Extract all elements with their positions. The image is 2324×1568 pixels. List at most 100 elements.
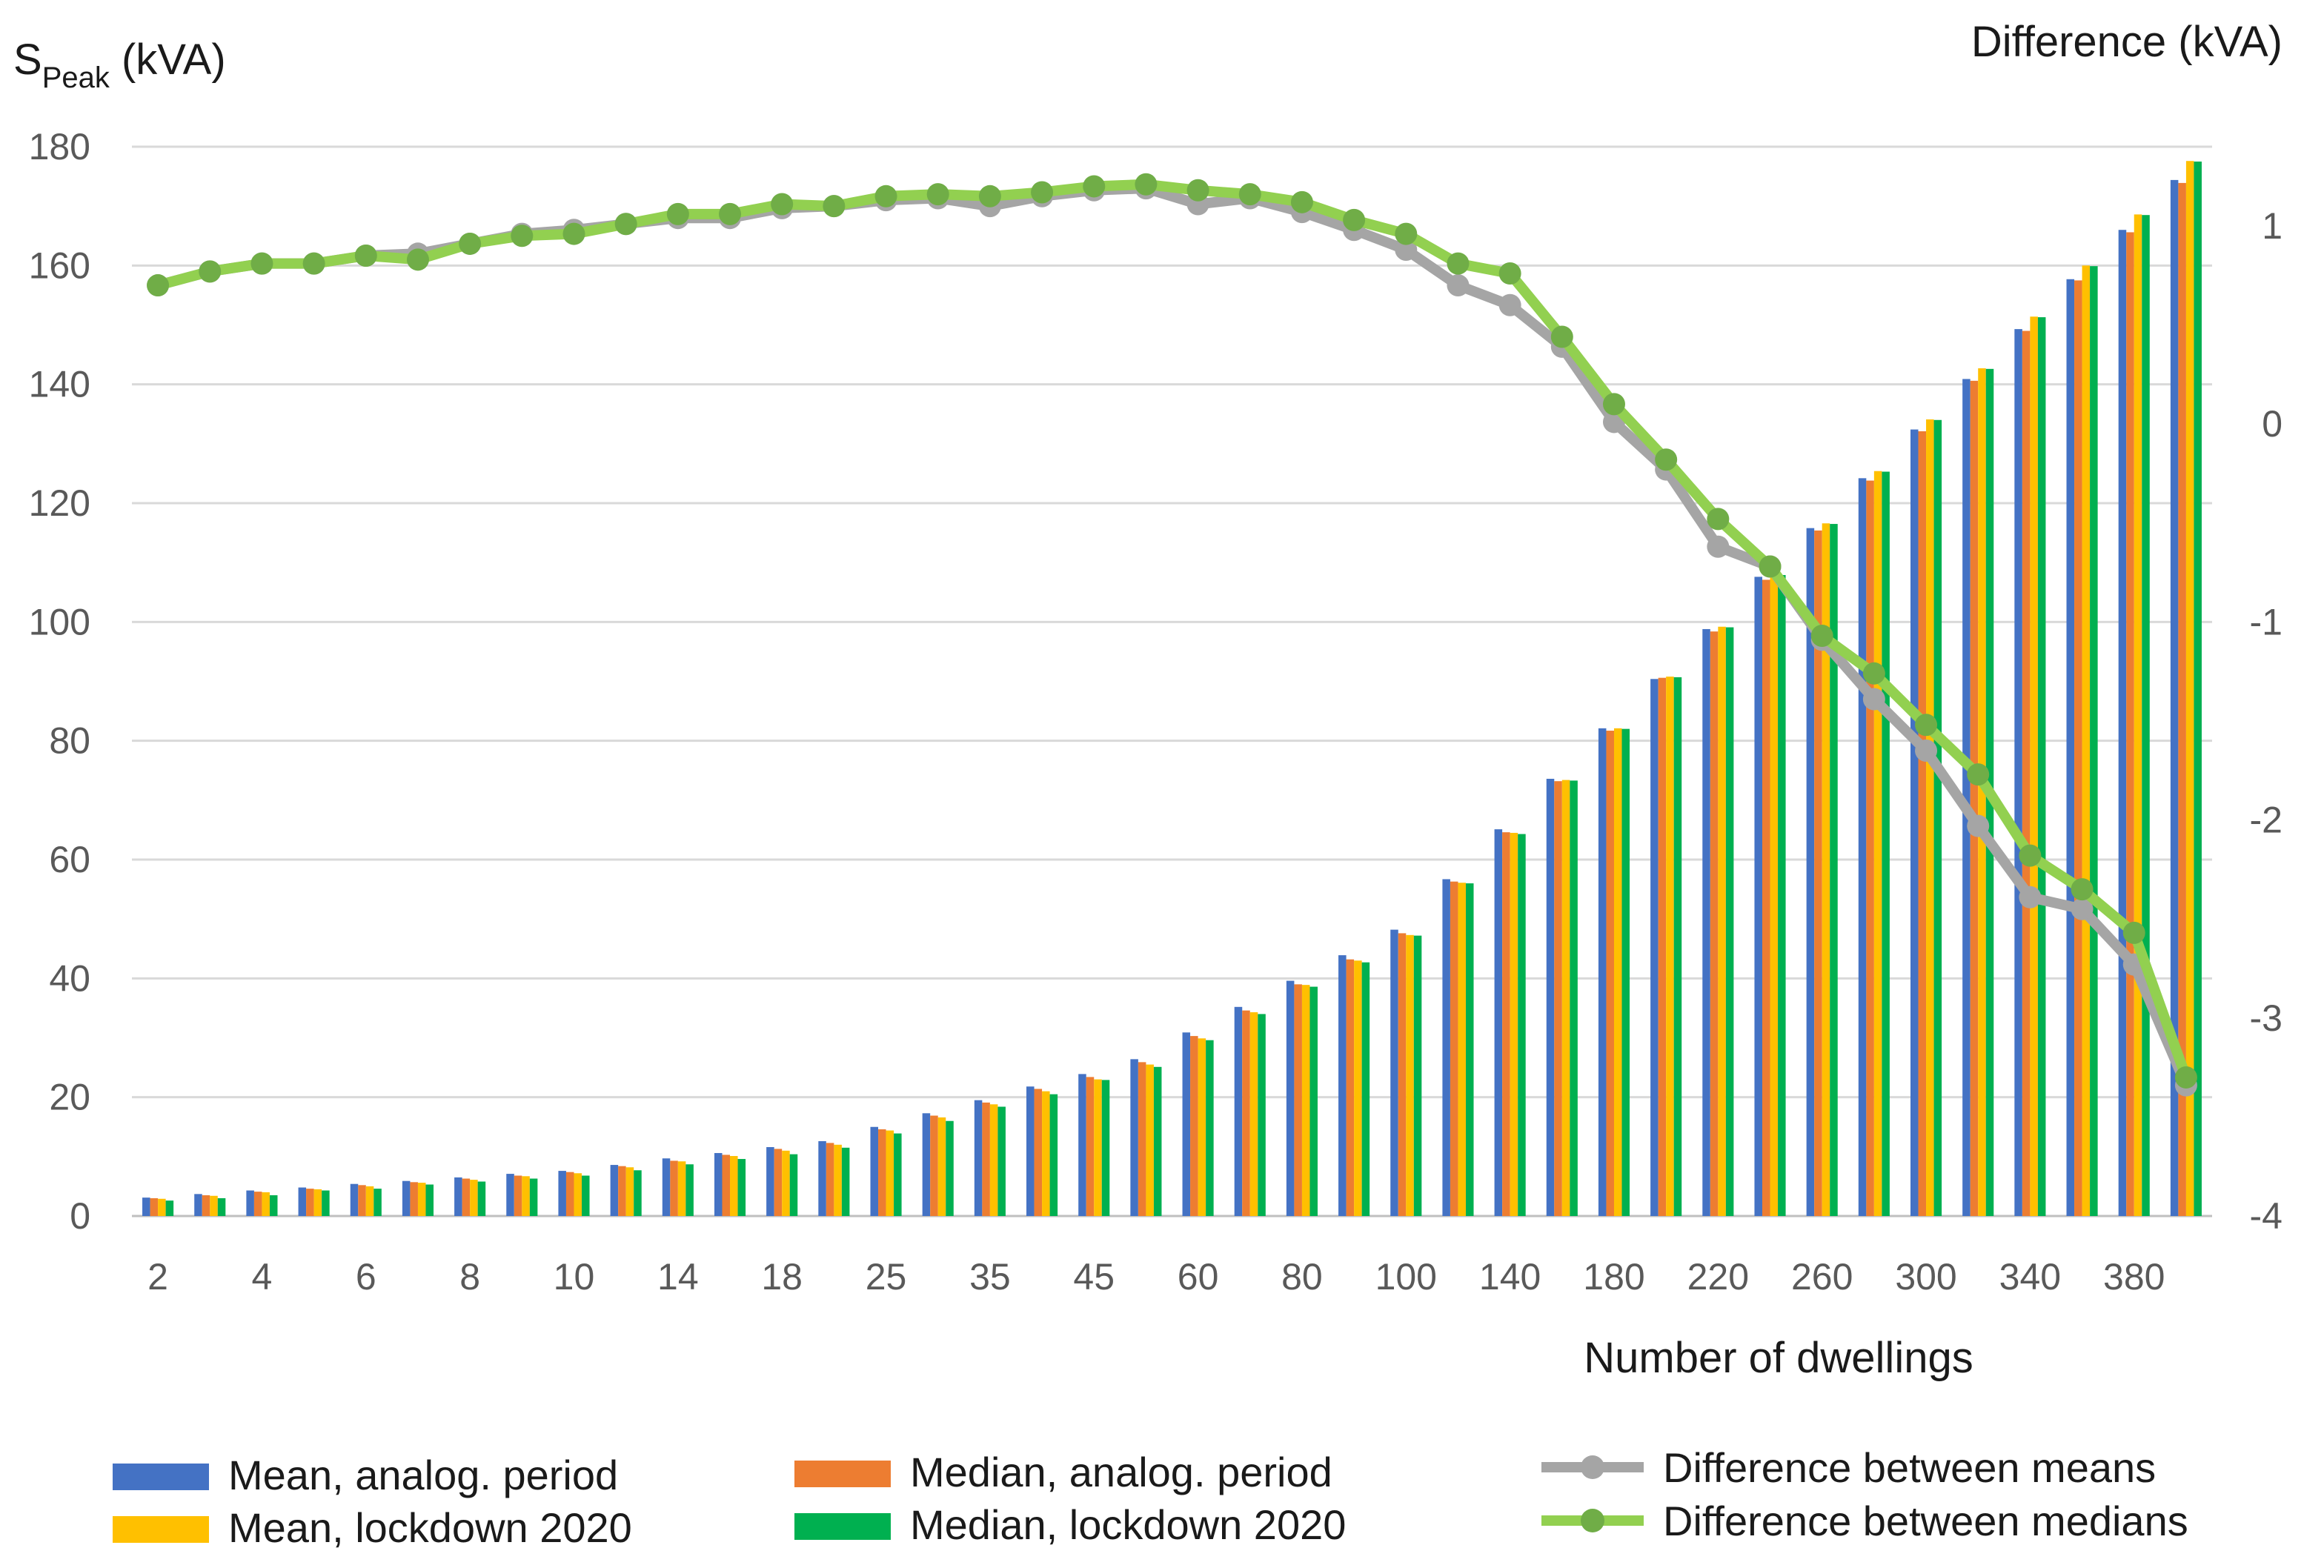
line-point <box>2174 1066 2197 1089</box>
bar <box>202 1195 210 1216</box>
line-point <box>199 260 222 283</box>
x-tick-label: 80 <box>1281 1256 1323 1298</box>
legend-label-mean-lockdown: Mean, lockdown 2020 <box>228 1504 632 1551</box>
y-left-tick-label: 80 <box>49 720 90 762</box>
y-right-tick-label: -4 <box>2250 1195 2282 1237</box>
y-left-tick-label: 20 <box>49 1077 90 1118</box>
legend-marker-means <box>1581 1455 1604 1479</box>
bar <box>2090 266 2098 1216</box>
bar <box>1725 627 1734 1216</box>
line-point <box>926 183 949 206</box>
y-left-tick-label: 180 <box>29 126 90 167</box>
bar <box>1398 933 1407 1216</box>
bar <box>298 1187 307 1216</box>
y-left-tick-label: 60 <box>49 839 90 880</box>
bar <box>558 1171 566 1216</box>
legend-label-median-analog: Median, analog. period <box>910 1449 1332 1495</box>
bar <box>1762 579 1770 1216</box>
bar <box>2170 179 2179 1217</box>
bar <box>1413 935 1422 1216</box>
line-point <box>1343 208 1366 231</box>
bar <box>1754 577 1762 1216</box>
bar <box>1570 780 1578 1216</box>
x-tick-label: 25 <box>866 1256 907 1298</box>
bar <box>322 1190 330 1216</box>
bar <box>1718 626 1726 1216</box>
legend-swatch-median-analog <box>794 1461 891 1487</box>
x-tick-label: 45 <box>1073 1256 1115 1298</box>
x-tick-label: 140 <box>1479 1256 1541 1298</box>
legend-label-median-lockdown: Median, lockdown 2020 <box>910 1501 1346 1548</box>
bar <box>662 1158 671 1216</box>
bar <box>1450 881 1458 1216</box>
line-point <box>511 225 534 248</box>
bar <box>2030 316 2038 1217</box>
bar <box>1546 778 1555 1216</box>
bar <box>1086 1077 1095 1216</box>
bar <box>158 1198 166 1216</box>
bar <box>1866 480 1874 1216</box>
bar <box>1234 1006 1243 1216</box>
line-point <box>1759 555 1782 578</box>
bar <box>253 1192 262 1216</box>
bar <box>1309 986 1318 1216</box>
bar <box>1962 379 1971 1216</box>
bar <box>1621 728 1630 1216</box>
bar <box>1650 679 1659 1216</box>
bar <box>1458 883 1466 1216</box>
bar <box>974 1100 983 1216</box>
lines <box>147 173 2197 1097</box>
bar <box>1830 524 1838 1216</box>
bar <box>714 1153 723 1216</box>
bar <box>1354 960 1362 1216</box>
y-right-tick-label: -1 <box>2250 601 2282 642</box>
x-tick-label: 18 <box>761 1256 803 1298</box>
bar <box>1882 471 1890 1216</box>
bar <box>1249 1012 1258 1216</box>
legend-label-means: Difference between means <box>1663 1444 2156 1491</box>
bar <box>313 1189 322 1216</box>
legend-swatch-mean-analog <box>113 1464 209 1490</box>
x-tick-label: 10 <box>554 1256 595 1298</box>
bar <box>1598 728 1607 1216</box>
bar <box>2066 279 2075 1216</box>
bar <box>1258 1014 1266 1216</box>
line-point <box>1967 763 1990 786</box>
bar <box>1970 380 1979 1216</box>
bar <box>514 1175 522 1216</box>
bar <box>477 1181 486 1216</box>
legend-swatch-mean-lockdown <box>113 1516 209 1543</box>
line-point <box>1031 181 1054 204</box>
bar <box>618 1166 626 1216</box>
bar <box>210 1195 218 1216</box>
bar <box>1361 962 1370 1216</box>
y-left-tick-label: 140 <box>29 364 90 405</box>
bar <box>1858 478 1867 1216</box>
bar <box>722 1155 731 1216</box>
bar <box>818 1140 826 1216</box>
right-axis-title: Difference (kVA) <box>1971 18 2282 66</box>
y-left-tick-label: 160 <box>29 245 90 286</box>
line-point <box>250 252 273 275</box>
bar <box>946 1120 954 1216</box>
bar <box>730 1156 738 1216</box>
line-point <box>302 252 325 275</box>
line-point <box>2071 878 2094 901</box>
bar <box>2014 329 2022 1216</box>
bar <box>1502 832 1510 1216</box>
bar <box>937 1117 946 1216</box>
legend-marker-medians <box>1581 1509 1604 1532</box>
bar <box>841 1147 850 1216</box>
y-left-tick-label: 0 <box>70 1195 90 1237</box>
line-point <box>459 232 482 255</box>
bar <box>1198 1038 1206 1216</box>
bar <box>194 1194 202 1216</box>
bar <box>1406 934 1414 1216</box>
x-axis-title: Number of dwellings <box>1584 1334 1973 1382</box>
bar <box>782 1150 790 1216</box>
bar <box>1510 832 1518 1216</box>
x-tick-label: 2 <box>147 1256 168 1298</box>
bar <box>1770 574 1779 1216</box>
bar <box>1778 575 1786 1216</box>
